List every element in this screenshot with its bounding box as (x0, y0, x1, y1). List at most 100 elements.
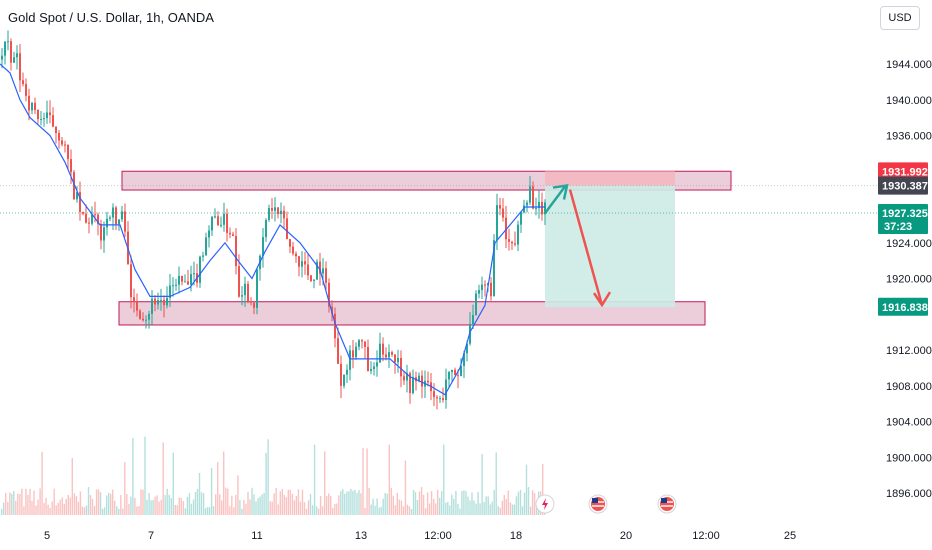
volume-bar (108, 492, 110, 515)
candle-body (25, 84, 27, 96)
volume-bar (313, 444, 316, 515)
candle-body (178, 275, 180, 285)
volume-bar (215, 494, 217, 515)
loss-box[interactable] (545, 171, 675, 186)
volume-bar (67, 495, 69, 515)
candle-body (388, 352, 390, 358)
candle-body (403, 376, 405, 381)
volume-bar (103, 507, 106, 515)
candle-body (208, 230, 210, 238)
volume-bar (249, 499, 251, 515)
volume-bar (317, 508, 320, 515)
projection[interactable] (545, 171, 675, 308)
volume-bar (277, 504, 279, 515)
event-icons[interactable] (535, 494, 677, 514)
candle-body (472, 315, 474, 324)
candle-body (418, 375, 420, 382)
volume-bar (122, 508, 124, 515)
us-flag-icon[interactable] (657, 494, 677, 514)
price-tick: 1908.000 (886, 381, 932, 393)
time-axis[interactable]: 5 7 11 13 12:00 18 20 12:00 25 (44, 530, 796, 542)
volume-bar (420, 487, 423, 515)
volume-bar (479, 503, 481, 515)
candle-body (133, 297, 135, 302)
volume-bar (435, 503, 437, 515)
candle-body (442, 398, 444, 400)
chart-title: Gold Spot / U.S. Dollar, 1h, OANDA (8, 10, 214, 25)
volume-bar (255, 501, 257, 515)
volume-bar (354, 489, 356, 515)
candle-body (478, 290, 480, 294)
volume-bar (321, 506, 324, 515)
candle-body (97, 214, 99, 225)
volume-bar (525, 464, 528, 515)
volume-bar (358, 490, 360, 515)
volume-bar (110, 493, 112, 515)
volume-bar (519, 489, 522, 515)
candle-body (445, 379, 447, 400)
currency-button[interactable]: USD (880, 6, 920, 30)
volume-bar (495, 452, 497, 515)
time-tick: 13 (355, 530, 367, 542)
volume-bar (29, 488, 31, 515)
volume-bar (269, 501, 271, 515)
candle-body (499, 205, 501, 209)
volume-bar (346, 491, 348, 515)
us-flag-icon[interactable] (588, 494, 608, 514)
candle-body (262, 237, 264, 256)
candle-body (19, 53, 21, 81)
volume-bar (503, 495, 505, 515)
candle-body (313, 279, 315, 281)
volume-bar (384, 493, 386, 515)
volume-bar (186, 497, 189, 515)
volume-bar (168, 494, 170, 515)
candle-body (100, 224, 102, 241)
volume-bar (93, 506, 96, 515)
volume-bar (517, 491, 520, 515)
candle-body (295, 253, 297, 257)
volume-bar (293, 500, 296, 515)
price-tick: 1896.000 (886, 488, 932, 500)
volume-bar (132, 437, 134, 515)
volume-bar (297, 489, 300, 515)
volume-bar (340, 491, 342, 515)
volume-bar (190, 503, 193, 515)
arrows[interactable] (543, 184, 612, 308)
volume-bar (19, 494, 21, 515)
volume-bar (25, 488, 27, 515)
candle-body (115, 207, 117, 225)
volume-bar (142, 489, 144, 515)
volume-bar (27, 494, 29, 515)
volume-bar (73, 493, 76, 515)
volume-bar (328, 493, 330, 515)
profit-box[interactable] (545, 185, 675, 308)
price-tag-bg (878, 162, 928, 181)
volume-bar (120, 495, 122, 515)
time-tick: 12:00 (424, 530, 452, 542)
candle-body (325, 268, 327, 283)
candle-body (460, 365, 462, 376)
volume-bar (180, 497, 182, 515)
volume-bar (350, 488, 352, 515)
price-axis[interactable]: 1944.000 1940.000 1936.000 1924.000 1920.000… (0, 59, 932, 500)
volume-bar (315, 506, 318, 515)
volume-bar (229, 506, 231, 515)
candle-body (322, 268, 324, 274)
volume-bar (521, 506, 524, 515)
volume-bar (291, 493, 294, 515)
price-tag-label: 1916.838 (882, 302, 928, 314)
candle-body (382, 343, 384, 355)
candle-body (46, 112, 48, 119)
volume-bar (210, 468, 213, 515)
volume-bar (208, 507, 211, 515)
volume-bar (87, 487, 90, 515)
volume-bar (455, 490, 457, 515)
support-zone[interactable] (118, 301, 706, 326)
volume-bar (404, 460, 407, 515)
lightning-icon[interactable] (535, 494, 555, 514)
volume-bar (374, 505, 376, 515)
volume-bar (200, 492, 203, 515)
volume-bar (465, 491, 467, 515)
volume-bar (483, 502, 485, 515)
